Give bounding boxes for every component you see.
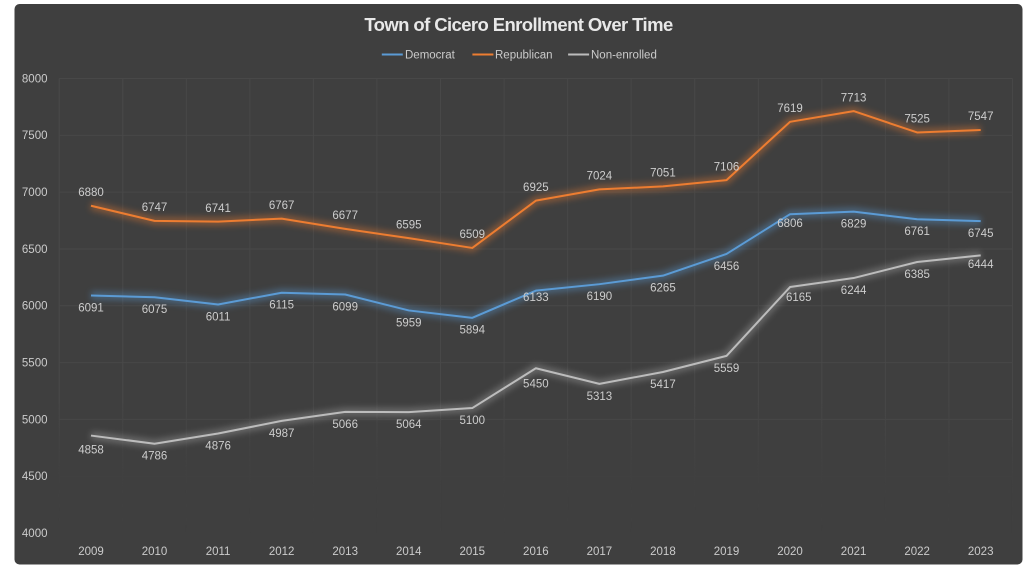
svg-text:6677: 6677: [332, 210, 358, 222]
svg-text:5559: 5559: [714, 363, 740, 375]
svg-text:6099: 6099: [332, 301, 358, 313]
svg-text:5500: 5500: [22, 358, 48, 370]
svg-text:2014: 2014: [396, 546, 422, 558]
svg-text:6595: 6595: [396, 219, 422, 231]
svg-text:5066: 5066: [332, 419, 358, 431]
svg-text:6244: 6244: [841, 285, 867, 297]
svg-text:6767: 6767: [269, 200, 295, 212]
svg-text:4000: 4000: [22, 528, 48, 540]
svg-text:5064: 5064: [396, 419, 422, 431]
svg-text:6925: 6925: [523, 182, 549, 194]
svg-text:6829: 6829: [841, 218, 867, 230]
svg-text:6011: 6011: [206, 311, 231, 323]
svg-text:Town of Cicero Enrollment Over: Town of Cicero Enrollment Over Time: [364, 14, 673, 35]
svg-text:Republican: Republican: [495, 49, 553, 61]
svg-text:6745: 6745: [968, 228, 994, 240]
svg-text:5894: 5894: [460, 325, 486, 337]
svg-text:6115: 6115: [269, 300, 294, 312]
svg-text:7000: 7000: [22, 187, 48, 199]
svg-text:6880: 6880: [78, 187, 104, 199]
svg-text:2018: 2018: [650, 546, 676, 558]
svg-text:6747: 6747: [142, 202, 168, 214]
svg-text:8000: 8000: [22, 73, 48, 85]
svg-text:5417: 5417: [650, 379, 676, 391]
svg-text:4876: 4876: [205, 440, 231, 452]
svg-text:6133: 6133: [523, 292, 549, 304]
svg-text:Democrat: Democrat: [405, 49, 456, 61]
svg-text:6741: 6741: [205, 203, 231, 215]
svg-text:2019: 2019: [714, 546, 740, 558]
svg-text:6500: 6500: [22, 244, 48, 256]
svg-text:5100: 5100: [460, 415, 486, 427]
svg-text:4786: 4786: [142, 451, 168, 463]
svg-text:Non-enrolled: Non-enrolled: [591, 49, 657, 61]
svg-text:7106: 7106: [714, 161, 740, 173]
svg-text:6385: 6385: [904, 269, 930, 281]
svg-text:6806: 6806: [777, 218, 803, 230]
svg-text:2017: 2017: [587, 546, 613, 558]
svg-text:7051: 7051: [650, 168, 676, 180]
svg-text:2020: 2020: [777, 546, 803, 558]
svg-text:5313: 5313: [587, 391, 613, 403]
svg-text:6075: 6075: [142, 304, 168, 316]
svg-text:4987: 4987: [269, 428, 295, 440]
svg-text:6000: 6000: [22, 301, 48, 313]
svg-text:6444: 6444: [968, 259, 994, 271]
svg-text:2013: 2013: [332, 546, 358, 558]
svg-text:4500: 4500: [22, 471, 48, 483]
svg-text:2021: 2021: [841, 546, 867, 558]
svg-text:6091: 6091: [78, 302, 104, 314]
svg-text:2012: 2012: [269, 546, 295, 558]
svg-text:2016: 2016: [523, 546, 549, 558]
svg-text:6761: 6761: [904, 226, 930, 238]
svg-text:2023: 2023: [968, 546, 994, 558]
svg-text:7525: 7525: [904, 114, 930, 126]
svg-text:6190: 6190: [587, 291, 613, 303]
svg-text:2015: 2015: [460, 546, 486, 558]
svg-text:7713: 7713: [841, 92, 867, 104]
svg-text:2010: 2010: [142, 546, 168, 558]
svg-text:5000: 5000: [22, 414, 48, 426]
svg-text:7500: 7500: [22, 130, 48, 142]
svg-text:6265: 6265: [650, 283, 676, 295]
svg-text:6456: 6456: [714, 261, 740, 273]
svg-text:6165: 6165: [786, 292, 812, 304]
svg-text:2011: 2011: [206, 546, 231, 558]
svg-text:7024: 7024: [587, 171, 613, 183]
svg-text:6509: 6509: [460, 229, 486, 241]
svg-text:5450: 5450: [523, 378, 549, 390]
svg-text:2009: 2009: [78, 546, 104, 558]
svg-text:7619: 7619: [777, 103, 803, 115]
svg-text:7547: 7547: [968, 111, 994, 123]
svg-text:5959: 5959: [396, 317, 422, 329]
svg-text:2022: 2022: [904, 546, 930, 558]
svg-text:4858: 4858: [78, 444, 104, 456]
